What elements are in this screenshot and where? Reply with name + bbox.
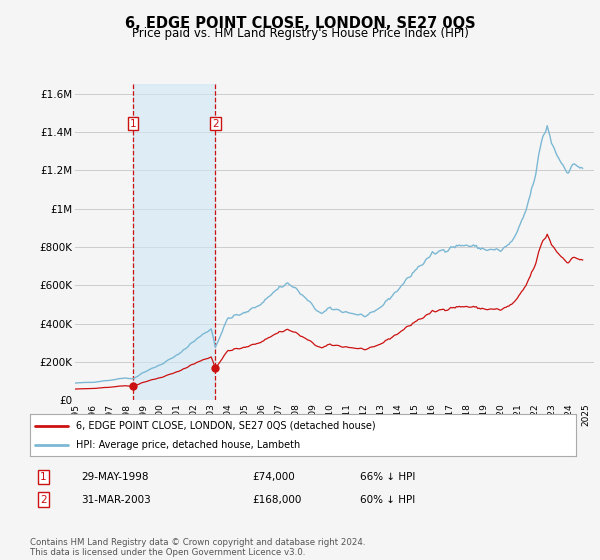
Text: 60% ↓ HPI: 60% ↓ HPI (360, 494, 415, 505)
Text: £168,000: £168,000 (252, 494, 301, 505)
Text: £74,000: £74,000 (252, 472, 295, 482)
Text: 66% ↓ HPI: 66% ↓ HPI (360, 472, 415, 482)
Text: 29-MAY-1998: 29-MAY-1998 (81, 472, 149, 482)
Bar (133, 84, 215, 400)
Text: 31-MAR-2003: 31-MAR-2003 (81, 494, 151, 505)
Text: 2: 2 (212, 119, 218, 129)
Text: Contains HM Land Registry data © Crown copyright and database right 2024.
This d: Contains HM Land Registry data © Crown c… (30, 538, 365, 557)
Text: 1: 1 (40, 472, 47, 482)
Text: Price paid vs. HM Land Registry's House Price Index (HPI): Price paid vs. HM Land Registry's House … (131, 27, 469, 40)
Text: HPI: Average price, detached house, Lambeth: HPI: Average price, detached house, Lamb… (76, 440, 301, 450)
Text: 2: 2 (40, 494, 47, 505)
Text: 1: 1 (130, 119, 136, 129)
Text: 6, EDGE POINT CLOSE, LONDON, SE27 0QS: 6, EDGE POINT CLOSE, LONDON, SE27 0QS (125, 16, 475, 31)
Text: 6, EDGE POINT CLOSE, LONDON, SE27 0QS (detached house): 6, EDGE POINT CLOSE, LONDON, SE27 0QS (d… (76, 421, 376, 431)
